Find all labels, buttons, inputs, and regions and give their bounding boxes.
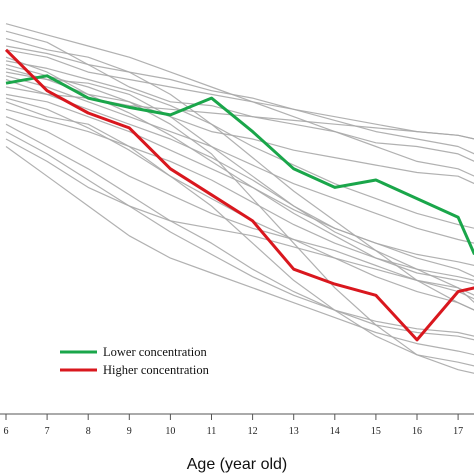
x-tick-label: 16 <box>412 426 422 437</box>
x-tick-label: 6 <box>4 426 9 437</box>
legend-label: Lower concentration <box>103 345 208 359</box>
background-series-line-13 <box>5 38 474 311</box>
background-series-line-17 <box>5 23 474 177</box>
x-tick-label: 14 <box>330 426 340 437</box>
x-axis-ticks: 6 7 8 9 10 11 12 13 14 15 16 17 <box>4 414 463 437</box>
background-series-line-19 <box>5 75 474 244</box>
x-axis-title: Age (year old) <box>187 456 288 473</box>
x-tick-label: 11 <box>207 426 217 437</box>
background-series-line-9 <box>5 101 474 367</box>
series-line-higher-concentration <box>4 48 474 342</box>
x-tick-label: 12 <box>248 426 258 437</box>
legend: Lower concentration Higher concentration <box>60 345 210 377</box>
background-series-line-15 <box>5 60 474 229</box>
x-tick-label: 15 <box>371 426 381 437</box>
background-series-line-20 <box>5 45 474 140</box>
background-series-line-11 <box>5 123 474 341</box>
x-tick-label: 13 <box>289 426 299 437</box>
x-tick-label: 9 <box>127 426 132 437</box>
background-series-line-22 <box>5 67 474 267</box>
x-tick-label: 10 <box>165 426 175 437</box>
x-tick-label: 17 <box>453 426 463 437</box>
background-series-group <box>5 23 474 374</box>
background-series-line-16 <box>5 108 474 281</box>
series-line-lower-concentration <box>5 74 474 256</box>
background-series-line-18 <box>5 131 474 337</box>
highlight-series-group <box>4 48 474 342</box>
x-tick-label: 8 <box>86 426 91 437</box>
background-series-line-5 <box>5 116 474 300</box>
background-series-line-8 <box>5 78 474 278</box>
background-series-line-14 <box>5 146 474 356</box>
legend-label: Higher concentration <box>103 363 210 377</box>
background-series-line-10 <box>5 49 474 155</box>
x-tick-label: 7 <box>45 426 50 437</box>
